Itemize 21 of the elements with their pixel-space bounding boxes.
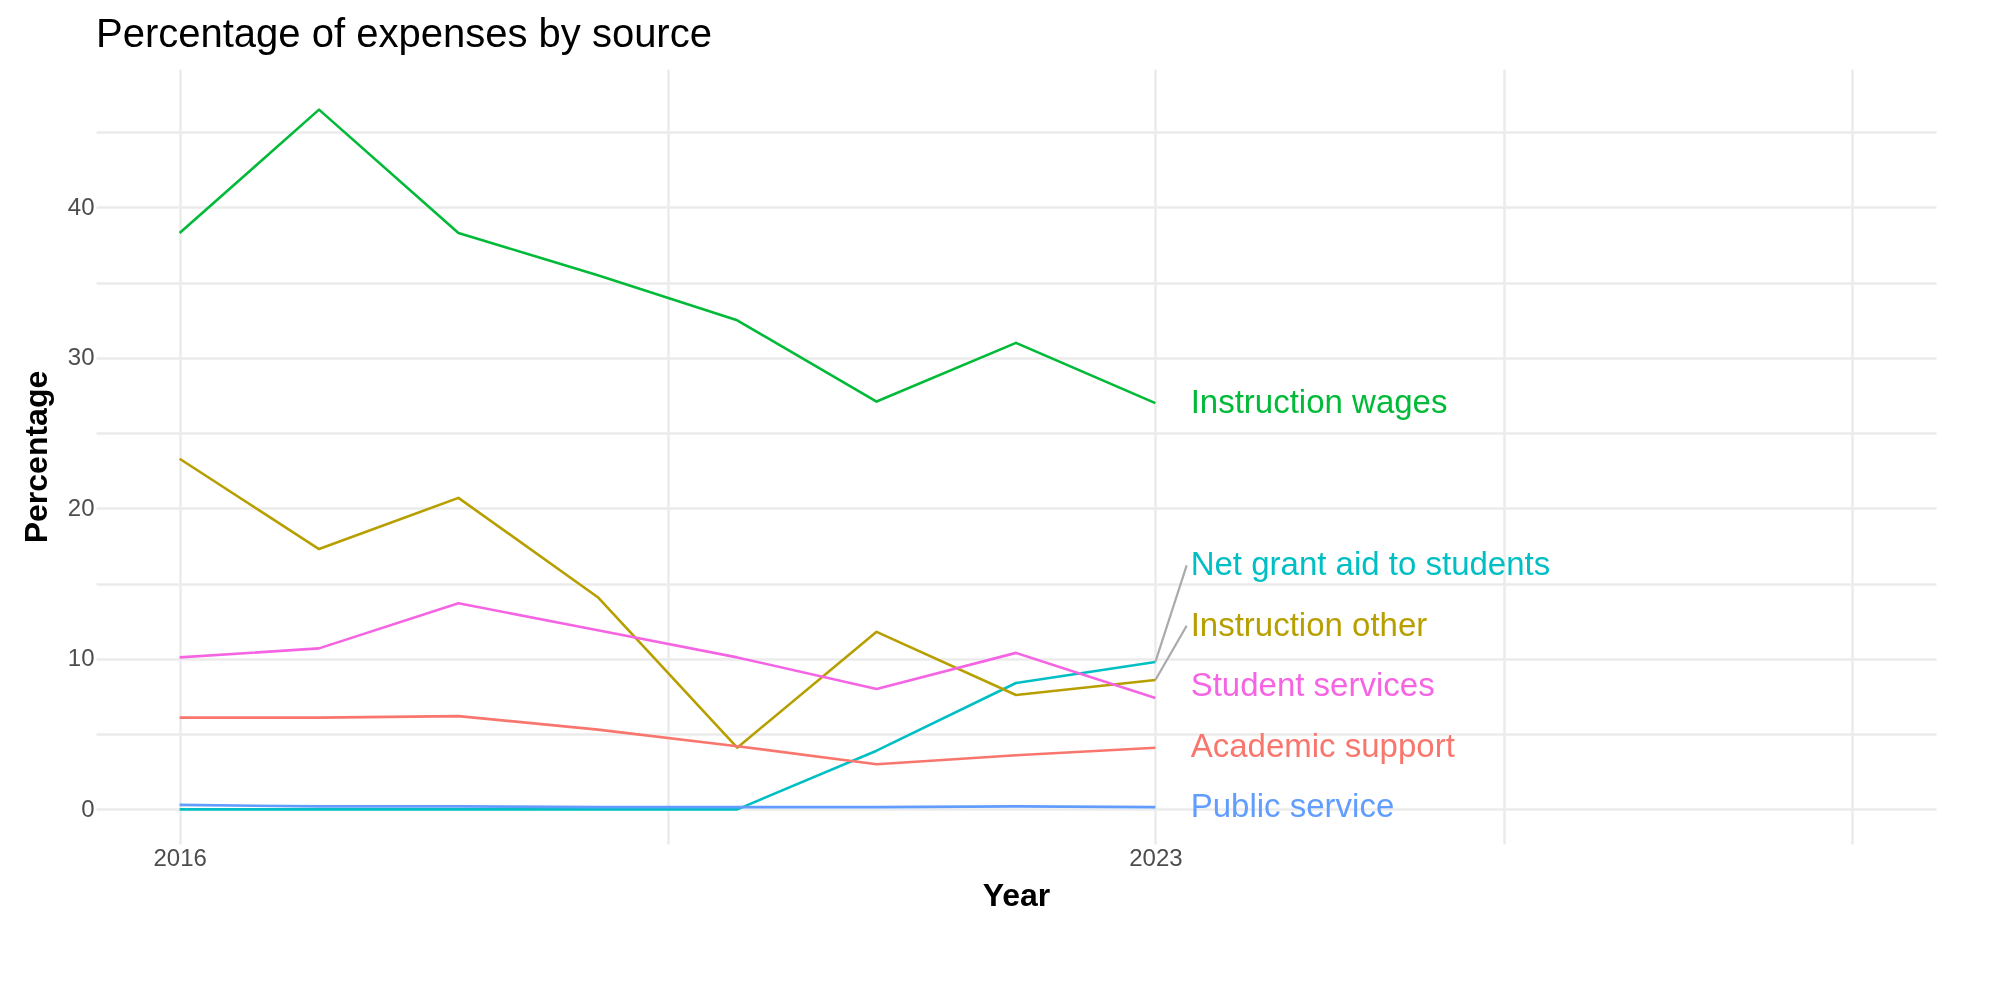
line-series — [178, 108, 1157, 405]
line-series — [178, 457, 1157, 749]
series-label: Student services — [1190, 666, 1435, 704]
line-series — [178, 601, 1157, 700]
y-tick-label: 10 — [67, 644, 95, 672]
x-tick-label: 2016 — [153, 843, 207, 871]
text: Net grant aid to students — [1190, 545, 1551, 583]
chart-title: Percentage of expenses by source — [96, 11, 712, 55]
series-label: Public service — [1190, 787, 1395, 825]
y-tick-label: 30 — [67, 343, 95, 371]
line-series — [178, 714, 1157, 766]
y-tick-label: 0 — [81, 794, 95, 822]
series-label: Instruction other — [1190, 605, 1428, 643]
series-label: Instruction wages — [1190, 383, 1448, 421]
y-tick-label: 20 — [67, 493, 95, 521]
line-series — [178, 660, 1157, 811]
y-axis-title: Percentage — [17, 370, 54, 544]
x-tick-label: 2023 — [1129, 843, 1183, 871]
series-label: Academic support — [1190, 726, 1455, 764]
x-axis-title: Year — [982, 876, 1051, 913]
y-tick-label: 40 — [67, 192, 95, 220]
